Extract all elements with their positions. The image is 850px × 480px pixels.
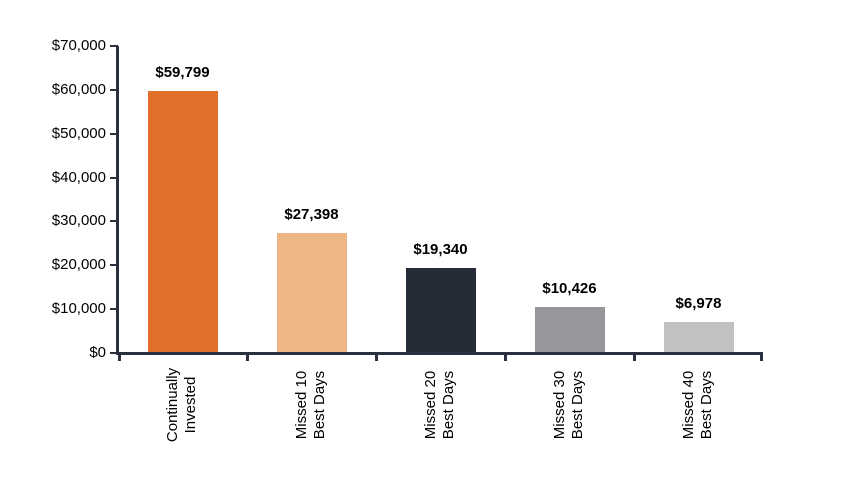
x-category-label-slot: Missed 40 Best Days (643, 352, 755, 458)
x-tick-mark (374, 353, 378, 361)
y-axis-line (116, 46, 119, 355)
y-tick-label: $20,000 (51, 256, 106, 274)
x-tick-mark (503, 353, 507, 361)
x-tick-mark (632, 353, 636, 361)
y-tick-mark (110, 88, 118, 91)
bar-value-label: $27,398 (284, 205, 339, 223)
y-tick-label: $30,000 (51, 212, 106, 230)
y-tick-label: $60,000 (51, 80, 106, 98)
y-tick-mark (110, 132, 118, 135)
y-tick-label: $40,000 (51, 168, 106, 186)
x-category-label: Missed 40 Best Days (680, 370, 716, 440)
bar-value-label: $19,340 (413, 241, 468, 259)
y-tick-label: $50,000 (51, 124, 106, 142)
bar-0 (147, 90, 218, 352)
bar-value-label: $6,978 (675, 295, 722, 313)
x-category-label: Missed 20 Best Days (422, 370, 458, 440)
bar-4 (663, 322, 734, 352)
x-category-label: Continually Invested (164, 367, 200, 443)
x-category-label: Missed 30 Best Days (551, 370, 587, 440)
x-axis-line (116, 352, 763, 355)
bar-2 (405, 268, 476, 352)
x-category-label-slot: Missed 20 Best Days (385, 352, 497, 458)
x-category-label-slot: Missed 10 Best Days (256, 352, 368, 458)
y-tick-mark (110, 352, 118, 354)
y-tick-mark (110, 264, 118, 267)
bar-1 (276, 232, 347, 352)
bar-value-label: $10,426 (542, 280, 597, 298)
x-tick-mark (245, 353, 249, 361)
x-category-label: Missed 10 Best Days (293, 370, 329, 440)
bar-3 (534, 307, 605, 352)
x-tick-mark (760, 353, 763, 361)
x-tick-mark (118, 353, 121, 361)
y-tick-mark (110, 45, 118, 47)
y-tick-label: $10,000 (51, 300, 106, 318)
y-tick-label: $70,000 (51, 37, 106, 54)
y-tick-label: $0 (89, 344, 106, 361)
y-tick-mark (110, 308, 118, 311)
bar-value-label: $59,799 (155, 63, 210, 81)
y-tick-mark (110, 176, 118, 179)
x-category-label-slot: Missed 30 Best Days (514, 352, 626, 458)
x-category-label-slot: Continually Invested (127, 352, 239, 458)
y-tick-mark (110, 220, 118, 223)
